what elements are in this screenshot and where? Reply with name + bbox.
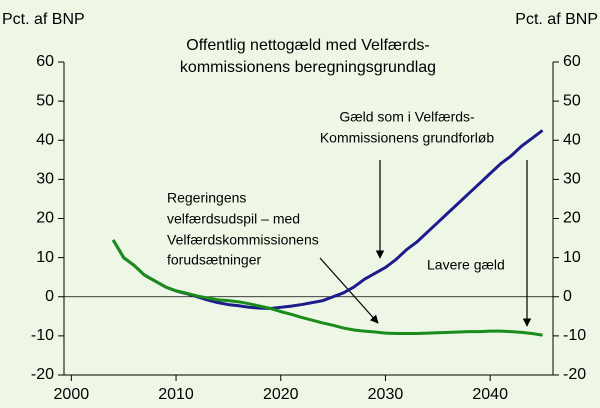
y-axis-label: Pct. af BNP <box>2 11 85 28</box>
y-tick-label: 10 <box>36 249 54 266</box>
y2-tick-label: 30 <box>563 171 581 188</box>
x-tick-label: 2000 <box>54 386 90 403</box>
annotation: forudsætninger <box>167 252 262 268</box>
annotation: Regeringens <box>167 190 246 206</box>
y-tick-label: 30 <box>36 171 54 188</box>
y-tick-label: 50 <box>36 92 54 109</box>
y2-tick-label: 60 <box>563 53 581 70</box>
y2-tick-label: 40 <box>563 131 581 148</box>
annotation: Kommissionens grundforløb <box>320 130 495 146</box>
arrows <box>319 160 532 327</box>
y2-tick-label: 20 <box>563 210 581 227</box>
y-tick-label: -10 <box>31 327 54 344</box>
y2-tick-label: -20 <box>563 366 586 383</box>
x-tick-label: 2040 <box>472 386 508 403</box>
chart-title: kommissionens beregningsgrundlag <box>180 59 436 76</box>
y2-tick-label: 0 <box>563 288 572 305</box>
y2-tick-label: 10 <box>563 249 581 266</box>
annotation: Velfærdskommissionens <box>167 232 319 248</box>
y2-axis-label: Pct. af BNP <box>515 11 598 28</box>
y-tick-label: 20 <box>36 210 54 227</box>
y2-tick-label: -10 <box>563 327 586 344</box>
chart-title: Offentlig nettogæld med Velfærds- <box>186 37 429 54</box>
annotation: velfærdsudspil – med <box>167 211 300 227</box>
x-tick-label: 2020 <box>263 386 299 403</box>
line-series <box>111 239 543 337</box>
y2-tick-label: 50 <box>563 92 581 109</box>
annotation: Gæld som i Velfærds- <box>339 109 475 125</box>
x-tick-label: 2030 <box>368 386 404 403</box>
y-tick-label: 0 <box>45 288 54 305</box>
annotation: Lavere gæld <box>427 257 505 273</box>
y-tick-label: 60 <box>36 53 54 70</box>
y-tick-label: 40 <box>36 131 54 148</box>
y-tick-label: -20 <box>31 366 54 383</box>
x-tick-label: 2010 <box>158 386 194 403</box>
